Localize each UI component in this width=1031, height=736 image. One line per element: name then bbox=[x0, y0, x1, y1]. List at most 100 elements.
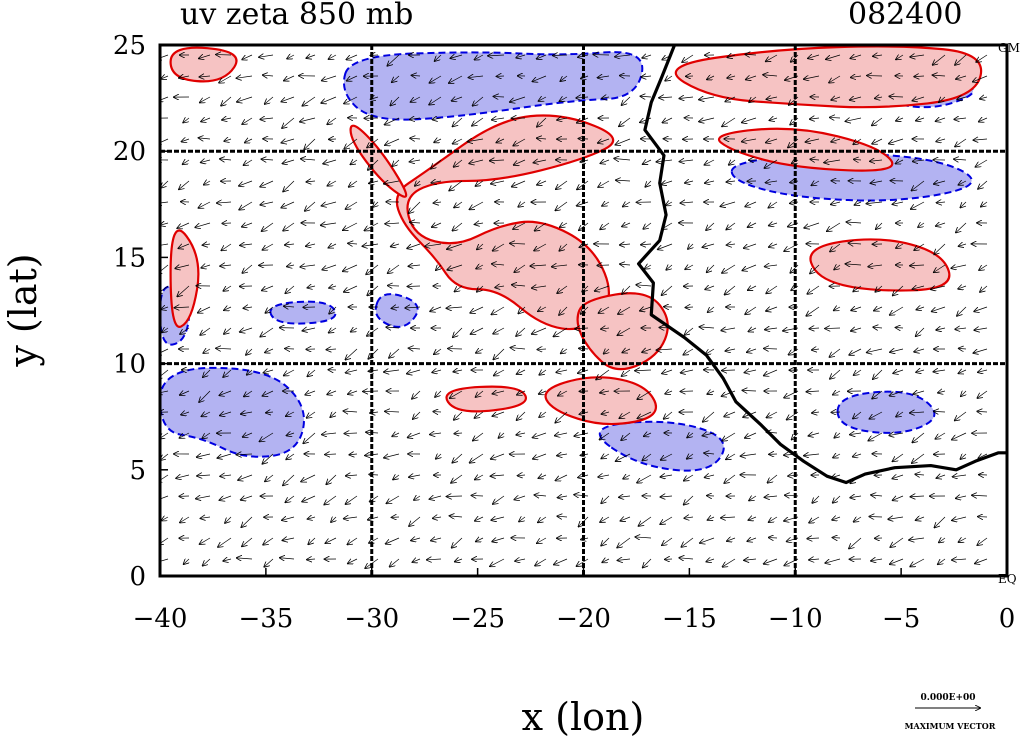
wind-vector-795 bbox=[893, 453, 904, 461]
wind-vector-4 bbox=[242, 55, 253, 59]
wind-vector-926 bbox=[283, 538, 295, 540]
wind-vector-967 bbox=[307, 559, 316, 560]
wind-vector-61 bbox=[598, 76, 610, 78]
wind-vector-809 bbox=[346, 475, 358, 476]
wind-vector-142 bbox=[619, 117, 631, 126]
wind-vector-679 bbox=[977, 390, 988, 398]
wind-vector-685 bbox=[266, 412, 274, 413]
wind-vector-255 bbox=[476, 181, 484, 186]
wind-vector-87 bbox=[303, 96, 316, 106]
negative-vorticity-region-7 bbox=[836, 390, 936, 434]
wind-vector-27 bbox=[728, 55, 736, 57]
wind-vector-642 bbox=[199, 390, 211, 402]
wind-vector-343 bbox=[643, 222, 652, 229]
wind-vector-609 bbox=[346, 370, 358, 373]
wind-vector-697 bbox=[517, 411, 526, 420]
wind-vector-971 bbox=[390, 558, 400, 567]
wind-vector-745 bbox=[687, 433, 694, 437]
wind-vector-711 bbox=[812, 412, 820, 413]
wind-vector-622 bbox=[622, 369, 631, 376]
wind-vector-959 bbox=[977, 537, 988, 545]
wind-vector-600 bbox=[160, 369, 169, 379]
wind-vector-645 bbox=[263, 390, 274, 396]
wind-vector-826 bbox=[705, 475, 715, 477]
wind-vector-44 bbox=[237, 76, 253, 78]
wind-vector-560 bbox=[160, 348, 169, 355]
wind-vector-732 bbox=[408, 432, 421, 437]
wind-vector-895 bbox=[475, 517, 484, 521]
wind-vector-372 bbox=[407, 243, 421, 248]
wind-vector-436 bbox=[910, 265, 925, 266]
wind-vector-314 bbox=[867, 202, 883, 204]
wind-vector-915 bbox=[888, 517, 904, 519]
wind-vector-634 bbox=[873, 369, 883, 379]
wind-vector-774 bbox=[452, 453, 463, 463]
wind-vector-514 bbox=[874, 307, 883, 311]
wind-vector-138 bbox=[537, 117, 547, 127]
wind-vector-149 bbox=[770, 118, 778, 120]
wind-vector-312 bbox=[831, 202, 841, 204]
negative-vorticity-region-1 bbox=[160, 366, 305, 458]
wind-vector-125 bbox=[260, 118, 274, 119]
wind-vector-617 bbox=[517, 370, 526, 374]
wind-vector-966 bbox=[280, 558, 295, 559]
wind-vector-207 bbox=[301, 159, 316, 160]
wind-vector-404 bbox=[242, 264, 253, 273]
wind-vector-393 bbox=[849, 243, 862, 244]
wind-vector-788 bbox=[741, 454, 757, 456]
x-tick-label-5: −15 bbox=[662, 604, 717, 634]
wind-vector-523 bbox=[224, 327, 232, 334]
wind-vector-274 bbox=[871, 181, 883, 183]
wind-vector-218 bbox=[534, 160, 547, 163]
wind-vector-483 bbox=[224, 307, 232, 310]
wind-vector-147 bbox=[722, 117, 736, 126]
x-axis-ticks: −40 −35 −30 −25 −20 −15 −10 −5 0 bbox=[133, 568, 1015, 634]
y-axis-label: y (lat) bbox=[1, 253, 45, 367]
wind-vector-448 bbox=[329, 286, 337, 288]
wind-vector-592 bbox=[830, 348, 841, 357]
wind-vector-534 bbox=[453, 327, 463, 337]
wind-vector-53 bbox=[430, 75, 442, 83]
wind-vector-628 bbox=[745, 370, 757, 373]
wind-vector-135 bbox=[472, 117, 484, 126]
wind-vector-239 bbox=[976, 159, 988, 167]
wind-vector-923 bbox=[218, 537, 232, 547]
wind-vector-52 bbox=[412, 75, 421, 76]
wind-vector-482 bbox=[198, 306, 211, 313]
wind-vector-638 bbox=[959, 370, 967, 373]
wind-vector-916 bbox=[916, 517, 925, 520]
wind-vector-330 bbox=[365, 222, 379, 230]
wind-vector-652 bbox=[412, 390, 421, 399]
wind-vector-593 bbox=[849, 348, 862, 355]
wind-vector-362 bbox=[203, 244, 211, 245]
wind-vector-356 bbox=[918, 223, 925, 227]
wind-vector-611 bbox=[384, 370, 400, 372]
wind-vector-2 bbox=[199, 55, 211, 58]
wind-vector-479 bbox=[980, 285, 988, 292]
wind-vector-38 bbox=[955, 54, 967, 65]
negative-vorticity-region-8 bbox=[269, 300, 337, 325]
wind-vector-857 bbox=[514, 496, 526, 500]
wind-vector-632 bbox=[830, 369, 841, 379]
wind-vector-429 bbox=[765, 265, 778, 267]
wind-vector-82 bbox=[200, 96, 211, 102]
wind-vector-304 bbox=[666, 202, 673, 205]
wind-vector-431 bbox=[810, 264, 820, 273]
wind-vector-77 bbox=[933, 75, 946, 76]
wind-vector-55 bbox=[469, 76, 484, 78]
wind-vector-946 bbox=[700, 537, 715, 543]
wind-vector-879 bbox=[972, 495, 988, 496]
wind-vector-19 bbox=[553, 55, 568, 56]
wind-vector-385 bbox=[688, 244, 693, 249]
wind-vector-31 bbox=[808, 55, 820, 58]
wind-vector-509 bbox=[766, 307, 778, 311]
wind-vector-277 bbox=[934, 181, 946, 184]
wind-vector-972 bbox=[413, 559, 421, 562]
wind-vector-684 bbox=[241, 412, 253, 414]
wind-vector-284 bbox=[239, 201, 253, 210]
wind-vector-377 bbox=[510, 243, 526, 244]
wind-vector-477 bbox=[931, 286, 946, 289]
wind-vector-969 bbox=[348, 559, 358, 563]
wind-vector-471 bbox=[807, 285, 820, 294]
wind-vector-991 bbox=[809, 559, 820, 560]
